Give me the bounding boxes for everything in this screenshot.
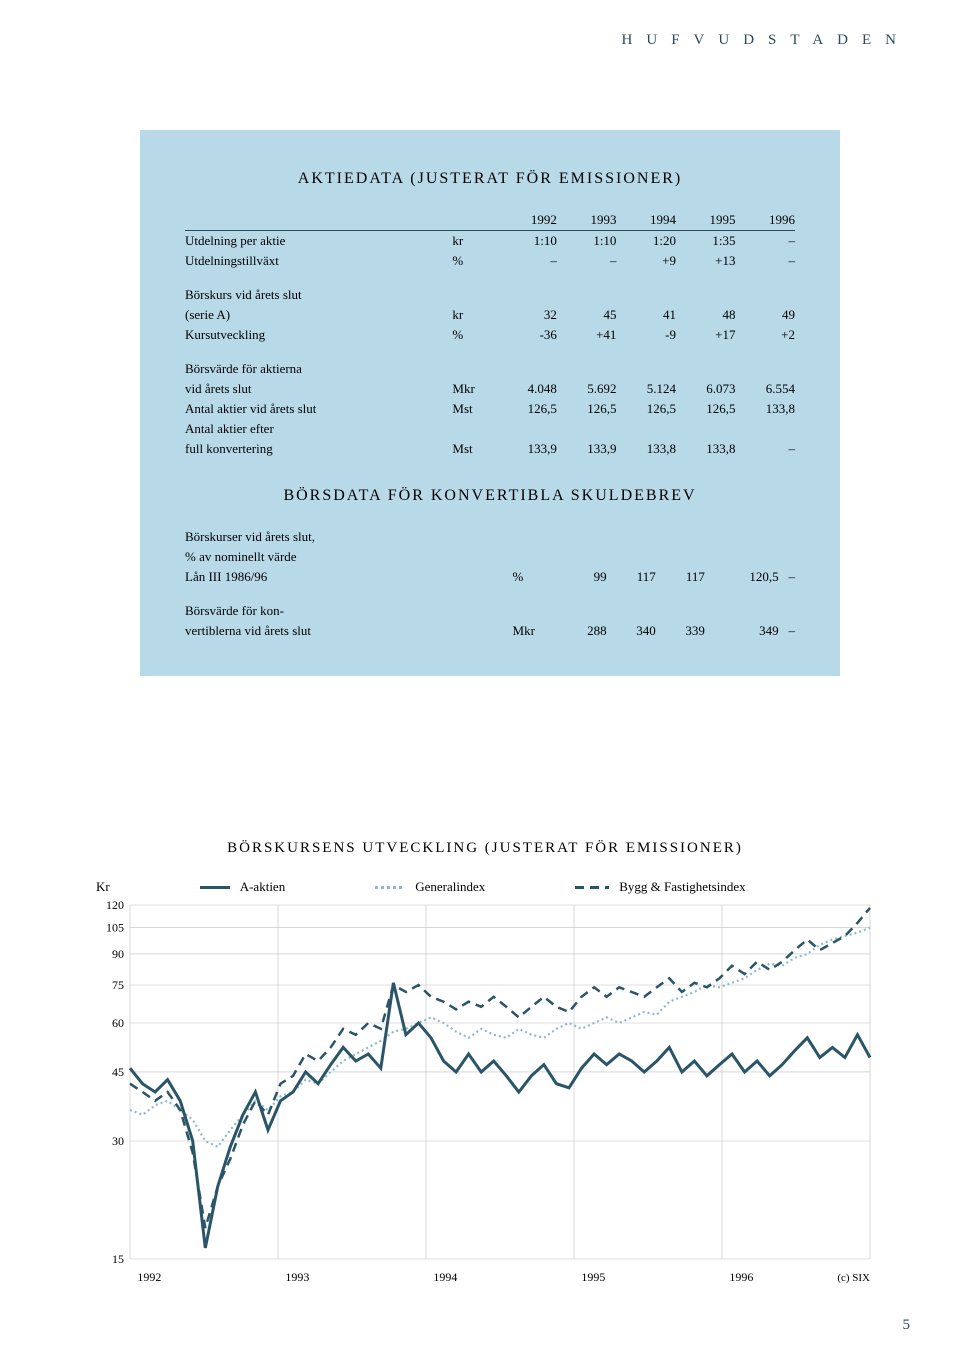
table-row: Börskurs vid årets slut [185,285,795,305]
legend-label-a: A-aktien [240,879,285,895]
header-brand: HUFVUDSTADEN [622,32,910,49]
table-header-row: 1992 1993 1994 1995 1996 [185,210,795,231]
legend-swatch-solid [200,886,230,889]
legend-item-c: Bygg & Fastighetsindex [575,879,745,895]
table-row: vid årets slutMkr4.0485.6925.1246.0736.5… [185,379,795,399]
svg-text:1994: 1994 [433,1270,457,1284]
table-row: Börskurser vid årets slut, [185,527,795,547]
svg-text:(c) SIX: (c) SIX [837,1272,870,1284]
svg-text:1995: 1995 [581,1270,605,1284]
table-row: (serie A)kr3245414849 [185,305,795,325]
chart-title: BÖRSKURSENS UTVECKLING (JUSTERAT FÖR EMI… [90,840,880,857]
table-row: Utdelning per aktiekr1:101:101:201:35– [185,231,795,252]
table-row: Börsvärde för kon- [185,601,795,621]
svg-text:1992: 1992 [137,1270,161,1284]
legend-item-a: A-aktien [200,879,285,895]
svg-text:1996: 1996 [729,1270,753,1284]
legend-item-b: Generalindex [375,879,485,895]
chart-section: BÖRSKURSENS UTVECKLING (JUSTERAT FÖR EMI… [90,840,880,1289]
panel-title-1: AKTIEDATA (JUSTERAT FÖR EMISSIONER) [185,170,795,188]
table-row: Lån III 1986/96%99117117120,5– [185,567,795,587]
legend-swatch-dashed [575,886,609,889]
table-row: Utdelningstillväxt%––+9+13– [185,251,795,271]
aktiedata-table: 1992 1993 1994 1995 1996 Utdelning per a… [185,210,795,459]
svg-text:90: 90 [112,947,124,961]
chart-legend: Kr A-aktien Generalindex Bygg & Fastighe… [96,879,880,895]
table-row: vertiblerna vid årets slutMkr28834033934… [185,621,795,641]
svg-text:105: 105 [106,921,124,935]
table-row: % av nominellt värde [185,547,795,567]
legend-label-c: Bygg & Fastighetsindex [619,879,745,895]
svg-text:45: 45 [112,1065,124,1079]
svg-text:30: 30 [112,1134,124,1148]
legend-swatch-dotted [375,886,405,889]
panel-title-2: BÖRSDATA FÖR KONVERTIBLA SKULDEBREV [185,487,795,505]
svg-text:75: 75 [112,978,124,992]
table-row: Börsvärde för aktierna [185,359,795,379]
page-number: 5 [903,1317,911,1334]
legend-label-b: Generalindex [415,879,485,895]
svg-text:15: 15 [112,1252,124,1266]
table-row: Kursutveckling%-36+41-9+17+2 [185,325,795,345]
svg-text:1993: 1993 [285,1270,309,1284]
table-row: Antal aktier vid årets slutMst126,5126,5… [185,399,795,419]
borsdata-table: Börskurser vid årets slut,% av nominellt… [185,527,795,641]
table-row: Antal aktier efter [185,419,795,439]
table-row: full konverteringMst133,9133,9133,8133,8… [185,439,795,459]
y-axis-label: Kr [96,879,110,895]
data-panel: AKTIEDATA (JUSTERAT FÖR EMISSIONER) 1992… [140,130,840,676]
svg-text:120: 120 [106,899,124,912]
line-chart: 15 30 45 60 75 90 105 120 1992 1993 1994 1995 1996 (c… [90,899,880,1289]
svg-text:60: 60 [112,1016,124,1030]
